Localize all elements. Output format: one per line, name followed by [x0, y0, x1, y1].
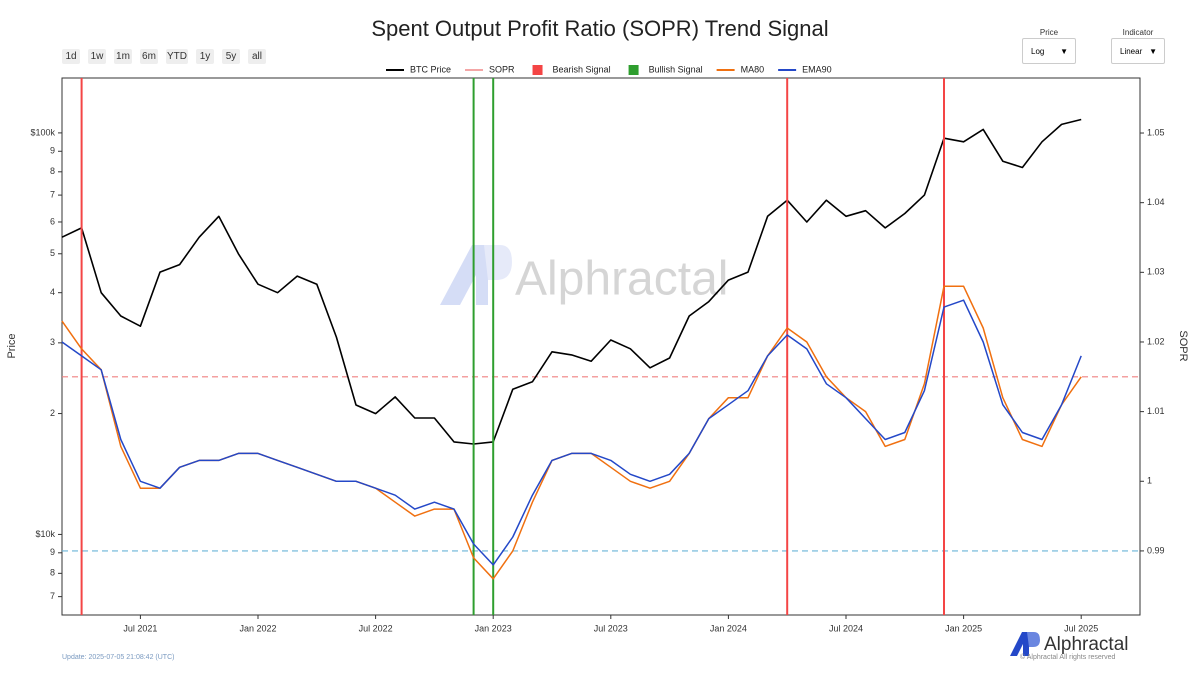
- y2-axis-title: SOPR: [1177, 330, 1189, 361]
- legend-label: MA80: [741, 64, 765, 74]
- series-line: [61, 118, 1082, 445]
- y-tick-label: 5: [50, 248, 55, 258]
- y2-tick-label: 1.03: [1147, 267, 1165, 277]
- x-tick-label: Jul 2024: [829, 623, 863, 633]
- y2-tick-label: 0.99: [1147, 545, 1165, 555]
- x-tick-label: Jul 2023: [594, 623, 628, 633]
- price-select[interactable]: Log: [1022, 38, 1076, 65]
- range-button[interactable]: 6m: [140, 49, 158, 64]
- x-tick-label: Jan 2025: [945, 623, 982, 633]
- series-line: [61, 285, 1082, 580]
- x-tick-label: Jul 2021: [123, 623, 157, 633]
- chart-title: Spent Output Profit Ratio (SOPR) Trend S…: [371, 16, 828, 41]
- watermark-logo: [440, 245, 488, 305]
- y-tick-label: 7: [50, 189, 55, 199]
- update-time: Update: 2025-07-05 21:08:42 (UTC): [62, 654, 175, 661]
- range-button[interactable]: 5y: [222, 49, 240, 64]
- range-button[interactable]: 1m: [114, 49, 132, 64]
- legend-label: BTC Price: [410, 64, 451, 74]
- indicator-label: Indicator: [1122, 28, 1154, 37]
- range-button[interactable]: 1d: [62, 49, 80, 64]
- watermark: Alphractal: [440, 245, 728, 306]
- y-tick-label: 7: [50, 591, 55, 601]
- y-tick-label: 2: [50, 408, 55, 418]
- legend-swatch: [628, 65, 639, 75]
- y2-tick-label: 1.01: [1147, 406, 1165, 416]
- legend-label: SOPR: [489, 64, 515, 74]
- y-tick-label: 4: [50, 287, 55, 297]
- y-tick-label: 9: [50, 146, 55, 156]
- y-axis-title: Price: [6, 333, 18, 358]
- legend-label: EMA90: [802, 64, 832, 74]
- range-button[interactable]: 1y: [196, 49, 214, 64]
- x-tick-label: Jan 2024: [710, 623, 747, 633]
- y-tick-label: 9: [50, 547, 55, 557]
- y2-tick-label: 1.02: [1147, 336, 1165, 346]
- logo-mark: [1027, 632, 1040, 647]
- y-tick-label: $100k: [30, 127, 55, 137]
- plot-frame: [61, 77, 1141, 616]
- watermark-logo: [484, 245, 512, 280]
- copyright: © Alphractal All rights reserved: [1020, 654, 1116, 661]
- legend-label: Bearish Signal: [553, 64, 611, 74]
- logo-mark: [1010, 632, 1029, 656]
- range-button[interactable]: all: [248, 49, 266, 64]
- y-tick-label: 8: [50, 166, 55, 176]
- x-tick-label: Jul 2022: [359, 623, 393, 633]
- x-tick-label: Jan 2023: [475, 623, 512, 633]
- y-tick-label: $10k: [35, 529, 55, 539]
- y2-tick-label: 1.04: [1147, 197, 1165, 207]
- indicator-select[interactable]: Linear: [1111, 38, 1165, 65]
- footer-brand: Alphractal: [1044, 634, 1129, 655]
- x-tick-label: Jan 2022: [239, 623, 276, 633]
- price-label: Price: [1039, 28, 1059, 37]
- y-tick-label: 3: [50, 337, 55, 347]
- range-button[interactable]: YTD: [166, 49, 188, 64]
- legend-swatch: [532, 65, 543, 75]
- footer-logo: Alphractal: [1010, 632, 1129, 656]
- legend-label: Bullish Signal: [649, 64, 703, 74]
- y2-tick-label: 1: [1147, 476, 1152, 486]
- series-line: [61, 299, 1082, 566]
- range-button[interactable]: 1w: [88, 49, 106, 64]
- y-tick-label: 6: [50, 216, 55, 226]
- x-tick-label: Jul 2025: [1064, 623, 1098, 633]
- y-tick-label: 8: [50, 568, 55, 578]
- y2-tick-label: 1.05: [1147, 127, 1165, 137]
- watermark-text: Alphractal: [515, 253, 728, 306]
